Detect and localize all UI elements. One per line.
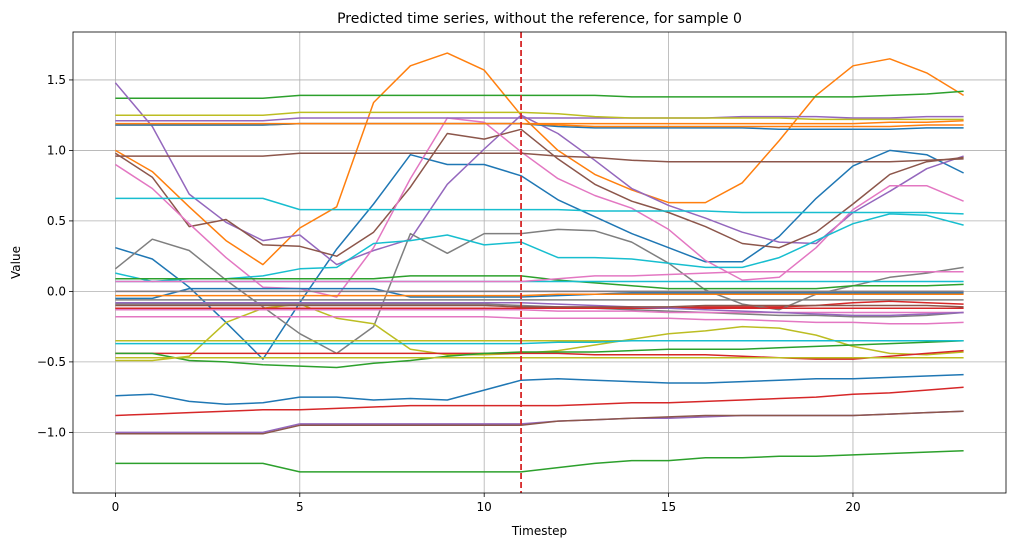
- series-line-18: [115, 111, 964, 121]
- y-axis-ticks: −1.0 −0.5 0.0 0.5 1.0 1.5: [37, 73, 73, 439]
- series-lines: [114, 52, 964, 473]
- series-line-23: [115, 386, 964, 417]
- series-line-25: [115, 410, 964, 435]
- series-line-6: [114, 117, 964, 298]
- x-tick-label: 15: [661, 500, 676, 514]
- series-line-26: [115, 308, 964, 314]
- y-tick-label: 0.0: [47, 284, 66, 298]
- x-tick-label: 20: [845, 500, 860, 514]
- chart-title: Predicted time series, without the refer…: [337, 11, 742, 27]
- series-line-1: [115, 52, 964, 266]
- series-line-15: [115, 152, 964, 163]
- x-tick-label: 0: [112, 500, 120, 514]
- series-line-40: [115, 270, 964, 283]
- series-line-34: [115, 301, 964, 317]
- series-line-2: [115, 90, 964, 100]
- series-line-19: [115, 197, 964, 215]
- series-line-20: [115, 373, 964, 405]
- series-line-31: [115, 122, 964, 128]
- x-axis-label: Timestep: [511, 524, 567, 538]
- y-tick-label: −1.0: [37, 425, 66, 439]
- series-line-21: [115, 293, 964, 297]
- series-line-14: [115, 115, 964, 122]
- series-line-32: [115, 449, 964, 473]
- series-line-35: [115, 304, 964, 308]
- series-line-9: [115, 213, 964, 283]
- series-line-12: [115, 275, 964, 290]
- series-line-10: [115, 287, 964, 300]
- x-axis-ticks: 0 5 10 15 20: [112, 493, 861, 514]
- y-tick-label: 1.0: [47, 143, 66, 157]
- plot-frame: [72, 31, 1007, 494]
- series-line-5: [114, 128, 964, 257]
- series-line-22: [115, 339, 964, 369]
- series-line-16: [115, 316, 964, 325]
- x-tick-label: 10: [477, 500, 492, 514]
- y-tick-label: 0.5: [47, 214, 66, 228]
- x-tick-label: 5: [296, 500, 304, 514]
- y-tick-label: −0.5: [37, 355, 66, 369]
- series-line-29: [115, 339, 964, 345]
- y-tick-label: 1.5: [47, 73, 66, 87]
- y-axis-label: Value: [9, 246, 23, 279]
- series-line-13: [115, 349, 964, 360]
